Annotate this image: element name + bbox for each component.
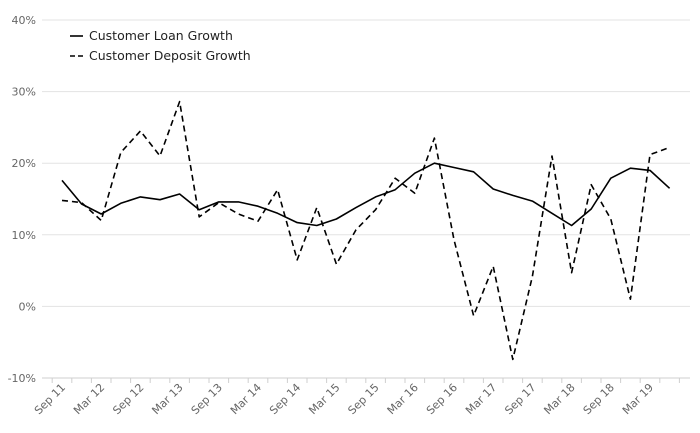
x-tick-label: Sep 18 bbox=[581, 381, 617, 417]
series-line-customer-deposit-growth bbox=[61, 100, 670, 361]
x-tick-label: Mar 15 bbox=[306, 381, 342, 417]
x-tick-label: Sep 12 bbox=[110, 381, 146, 417]
legend: Customer Loan Growth Customer Deposit Gro… bbox=[70, 28, 251, 63]
y-tick-label: 30% bbox=[12, 86, 36, 99]
x-axis: Sep 11 Mar 12 Sep 12 Mar 13 Sep 13 Mar 14 Sep … bbox=[32, 377, 690, 417]
x-tick-label: Sep 14 bbox=[267, 381, 303, 417]
x-tick-label: Mar 18 bbox=[541, 381, 577, 417]
x-tick-label: Mar 14 bbox=[228, 381, 264, 417]
x-tick-label: Sep 11 bbox=[32, 381, 68, 417]
y-tick-label: 10% bbox=[12, 229, 36, 242]
legend-label: Customer Loan Growth bbox=[89, 28, 233, 43]
y-tick-label: 40% bbox=[12, 14, 36, 27]
y-tick-label: 20% bbox=[12, 157, 36, 170]
x-tick-label: Sep 15 bbox=[345, 381, 381, 417]
x-tick-label: Sep 13 bbox=[189, 381, 225, 417]
x-tick-label: Mar 19 bbox=[620, 381, 656, 417]
y-tick-label: -10% bbox=[8, 372, 36, 385]
legend-label: Customer Deposit Growth bbox=[89, 48, 251, 63]
x-tick-label: Mar 16 bbox=[385, 381, 421, 417]
series-line-customer-loan-growth bbox=[61, 162, 671, 227]
x-tick-label: Mar 17 bbox=[463, 381, 499, 417]
gridlines bbox=[42, 19, 690, 379]
x-tick-label: Sep 17 bbox=[502, 381, 538, 417]
x-tick-label: Mar 12 bbox=[71, 381, 107, 417]
y-axis: -10% 0% 10% 20% 30% 40% bbox=[8, 14, 36, 385]
series-layer bbox=[61, 100, 671, 361]
x-tick-label: Mar 13 bbox=[149, 381, 185, 417]
y-tick-label: 0% bbox=[19, 300, 36, 313]
x-tick-label: Sep 16 bbox=[424, 381, 460, 417]
